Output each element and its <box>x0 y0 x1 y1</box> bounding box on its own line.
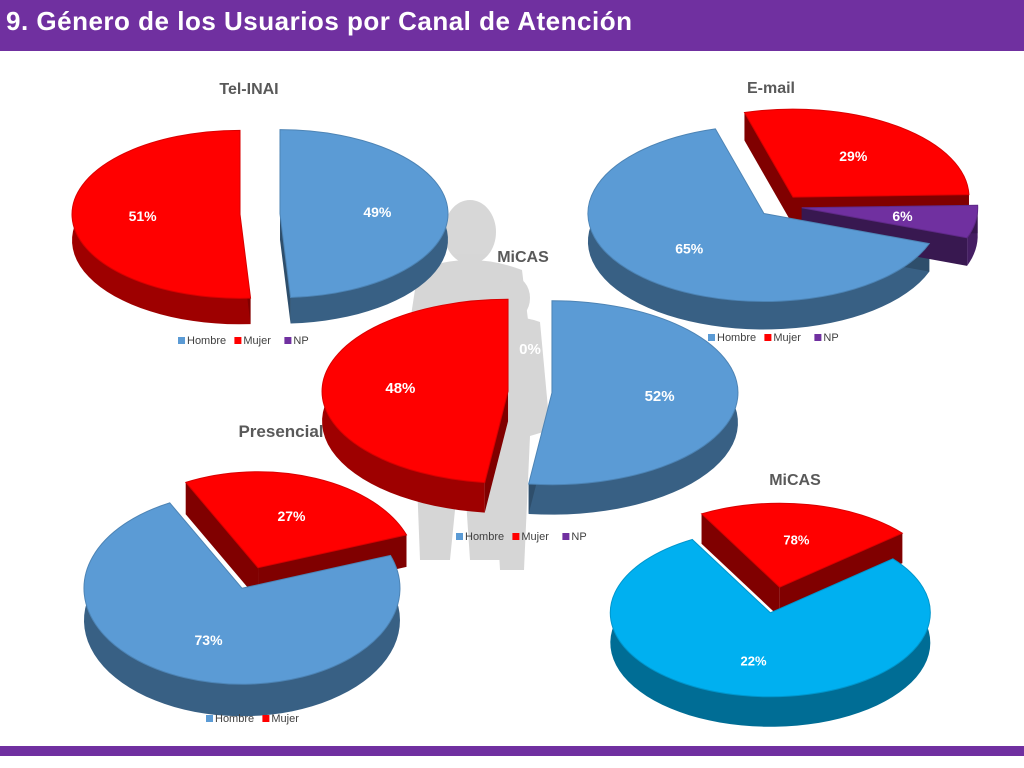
legend-swatch <box>178 337 185 344</box>
legend-item: Mujer <box>773 332 801 344</box>
data-label: 22% <box>741 654 767 669</box>
pie-chart-4: Presencial 73% 27% Hombre Mujer <box>83 422 408 725</box>
data-label: 48% <box>385 380 415 397</box>
data-label: 29% <box>839 148 868 164</box>
data-label: 27% <box>277 508 306 524</box>
chart-title: Tel-INAI <box>219 81 278 98</box>
data-label: 6% <box>892 208 913 224</box>
legend-item: Hombre <box>465 531 504 543</box>
pie-slice <box>279 129 449 299</box>
pie-slice <box>184 471 408 569</box>
data-label: 52% <box>645 388 675 405</box>
header-bar: 9. Género de los Usuarios por Canal de A… <box>0 0 1024 51</box>
pie-chart-2: E-mail 65% 29% 6% Hombre Mujer NP <box>587 80 979 344</box>
chart-title: Presencial <box>238 422 323 441</box>
pie-slice <box>83 502 401 685</box>
chart-legend: Hombre Mujer NP <box>456 531 587 543</box>
slide-title: 9. Género de los Usuarios por Canal de A… <box>6 6 633 36</box>
legend-swatch <box>262 715 270 722</box>
legend-swatch <box>284 337 292 344</box>
chart-title: MiCAS <box>497 249 549 266</box>
data-label: 51% <box>129 208 158 224</box>
legend-swatch <box>708 334 715 341</box>
pie-slice <box>587 128 931 302</box>
data-label: 0% <box>250 167 271 183</box>
chart-legend: Hombre Mujer NP <box>708 332 839 344</box>
data-label: 78% <box>783 532 809 547</box>
pie-slice <box>528 300 739 486</box>
legend-item: NP <box>571 531 586 543</box>
chart-title: MiCAS <box>769 472 821 489</box>
chart-legend: Hombre Mujer NP <box>178 335 309 347</box>
pie-slice <box>743 108 970 198</box>
data-label: 73% <box>195 632 224 648</box>
chart-legend: Hombre Mujer <box>206 713 299 725</box>
legend-swatch <box>562 533 570 540</box>
legend-item: Hombre <box>215 713 254 725</box>
pie-chart-3: MiCAS 52% 48% 0% Hombre Mujer NP <box>321 249 739 543</box>
pie-chart-5: MiCAS 22% 78% <box>609 472 931 727</box>
data-label: 65% <box>675 240 704 256</box>
legend-swatch <box>456 533 463 540</box>
legend-swatch <box>764 334 772 341</box>
legend-item: Hombre <box>187 335 226 347</box>
chart-title: E-mail <box>747 80 795 97</box>
legend-item: Mujer <box>521 531 549 543</box>
pie-slice <box>801 204 979 239</box>
legend-swatch <box>206 715 213 722</box>
legend-swatch <box>234 337 242 344</box>
legend-item: NP <box>293 335 308 347</box>
legend-item: Mujer <box>243 335 271 347</box>
legend-item: Mujer <box>271 713 299 725</box>
pie-slice <box>71 129 252 299</box>
pie-slice <box>609 538 931 698</box>
footer-bar <box>0 746 1024 756</box>
data-label: 0% <box>519 341 541 358</box>
legend-swatch <box>814 334 822 341</box>
data-label: 49% <box>363 204 392 220</box>
pie-slice <box>700 502 904 588</box>
pie-slice <box>321 298 509 484</box>
legend-item: NP <box>823 332 838 344</box>
legend-swatch <box>512 533 520 540</box>
pie-chart-1: Tel-INAI 49% 51% 0% Hombre Mujer NP <box>71 81 449 347</box>
legend-item: Hombre <box>717 332 756 344</box>
